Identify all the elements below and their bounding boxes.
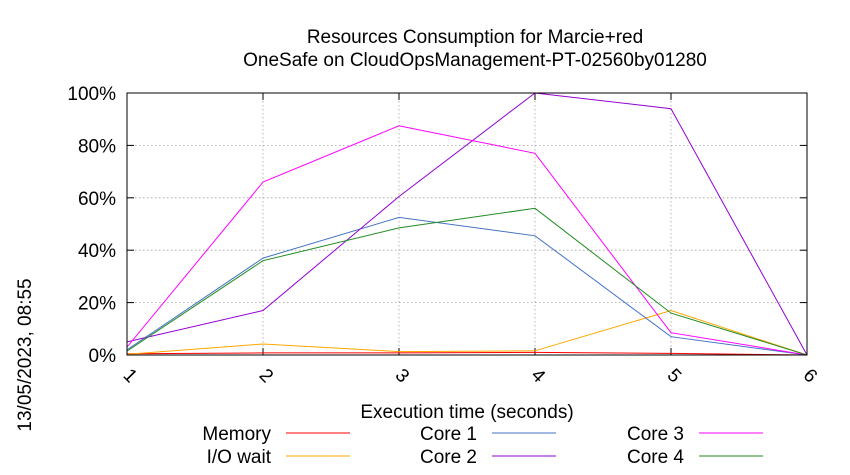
legend-label-core-1: Core 1 (420, 424, 477, 445)
chart-title: Resources Consumption for Marcie+red (307, 27, 643, 48)
x-tick-label: 3 (391, 365, 413, 387)
legend-label-core-3: Core 3 (627, 424, 684, 445)
series-line-i-o-wait (126, 309, 808, 356)
x-tick-label: 6 (799, 365, 821, 387)
legend-label-memory: Memory (202, 424, 271, 445)
series-lines (126, 92, 808, 356)
grid (127, 93, 807, 355)
x-tick-label: 5 (663, 365, 685, 387)
y-tick-label: 80% (78, 136, 116, 157)
timestamp-label: 13/05/2023, 08:55 (15, 278, 36, 431)
legend-label-i-o-wait: I/O wait (207, 447, 272, 468)
x-tick-label: 1 (119, 365, 141, 387)
plot-border (126, 92, 808, 356)
y-tick-label: 20% (78, 294, 116, 315)
legend-label-core-2: Core 2 (420, 447, 477, 468)
chart-subtitle: OneSafe on CloudOpsManagement-PT-02560by… (243, 50, 707, 71)
series-line-core-2 (126, 92, 808, 356)
legend-label-core-4: Core 4 (627, 447, 684, 468)
series-line-core-3 (126, 125, 808, 356)
y-tick-label: 60% (78, 189, 116, 210)
y-tick-label: 40% (78, 241, 116, 262)
y-tick-label: 0% (89, 346, 117, 367)
x-tick-label: 2 (255, 365, 277, 387)
series-line-core-1 (126, 216, 808, 356)
series-line-memory (126, 351, 808, 356)
x-axis-label: Execution time (seconds) (360, 402, 573, 423)
series-line-core-4 (126, 207, 808, 356)
x-tick-label: 4 (527, 365, 550, 388)
y-tick-label: 100% (67, 84, 116, 105)
